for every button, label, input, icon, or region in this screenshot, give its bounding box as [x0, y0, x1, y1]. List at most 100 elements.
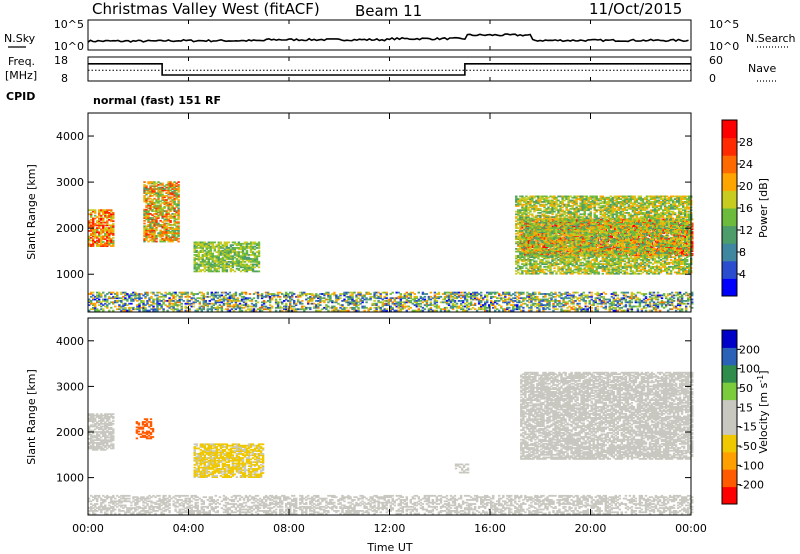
power-cell-4 [527, 231, 530, 234]
power-cell-4 [519, 254, 522, 257]
power-cell-4 [567, 218, 570, 221]
power-cell-4 [579, 195, 582, 198]
power-cell-4 [545, 254, 548, 257]
power-cell-4 [529, 253, 532, 256]
power-cell-1 [147, 196, 150, 199]
power-cell-4 [585, 241, 588, 243]
power-cell-4 [601, 235, 604, 238]
power-cell-0 [110, 228, 113, 231]
power-cell-4 [589, 195, 592, 198]
power-cell-1 [149, 197, 152, 200]
power-cell-3 [691, 228, 694, 230]
power-cell-1 [151, 188, 154, 190]
power-cell-4 [579, 230, 582, 232]
power-cell-4 [595, 228, 598, 231]
power-cell-4 [599, 209, 602, 212]
power-cell-4 [515, 199, 518, 202]
power-cell-4 [539, 241, 542, 243]
power-cell-4 [591, 267, 594, 270]
power-cell-2 [211, 254, 214, 256]
power-cell-1 [161, 214, 164, 217]
power-cell-4 [591, 228, 594, 231]
power-cell-1 [143, 208, 146, 211]
power-cell-4 [523, 257, 526, 260]
power-cell-4 [605, 196, 608, 199]
power-cell-4 [535, 242, 538, 245]
power-cell-2 [203, 254, 206, 256]
power-cell-0 [102, 213, 105, 216]
power-cell-1 [153, 237, 156, 240]
power-cell-4 [577, 216, 580, 218]
power-cell-4 [575, 225, 578, 228]
power-cell-1 [165, 204, 168, 207]
power-cell-4 [581, 207, 584, 210]
power-cell-4 [523, 227, 526, 229]
power-cell-4 [551, 199, 554, 202]
power-cell-4 [605, 225, 608, 228]
power-cell-0 [96, 235, 99, 238]
power-cell-2 [245, 254, 249, 256]
power-cell-1 [171, 239, 174, 241]
power-cell-4 [571, 235, 574, 238]
power-cell-4 [585, 261, 588, 264]
power-cell-2 [221, 267, 225, 270]
power-cell-4 [589, 271, 592, 274]
power-cell-4 [557, 214, 560, 217]
power-cell-1 [147, 219, 150, 222]
power-cell-4 [581, 261, 584, 264]
power-cell-4 [529, 217, 532, 220]
power-cell-4 [557, 212, 560, 214]
power-cell-4 [599, 213, 602, 216]
power-cell-4 [519, 230, 522, 232]
power-cell-1 [157, 192, 160, 194]
power-cell-4 [599, 254, 602, 257]
power-cell-4 [571, 270, 574, 272]
power-cell-2 [223, 265, 227, 267]
power-cell-4 [517, 264, 520, 267]
power-cell-0 [106, 228, 109, 231]
power-cell-1 [161, 240, 164, 243]
power-cell-4 [549, 209, 552, 212]
power-cell-4 [533, 250, 536, 253]
power-cell-4 [517, 235, 520, 238]
power-cell-2 [247, 267, 251, 270]
power-cell-0 [94, 230, 97, 232]
power-cell-2 [237, 259, 241, 262]
power-cell-4 [593, 232, 596, 235]
power-cell-4 [583, 195, 586, 198]
power-cell-1 [159, 219, 162, 222]
power-cell-4 [525, 218, 528, 221]
power-cell-4 [545, 221, 548, 224]
power-cell-4 [573, 202, 576, 205]
power-cell-0 [106, 239, 109, 242]
power-cell-4 [589, 249, 592, 252]
power-cell-4 [533, 260, 536, 263]
power-cell-1 [153, 183, 156, 186]
power-cell-0 [88, 213, 91, 216]
power-cell-4 [561, 220, 564, 223]
power-cell-2 [227, 258, 231, 260]
power-cell-2 [221, 266, 225, 269]
power-cell-1 [143, 211, 146, 214]
power-cell-0 [106, 221, 109, 224]
power-cell-4 [517, 260, 520, 263]
power-cell-4 [519, 220, 522, 223]
power-cell-4 [605, 239, 608, 242]
power-cell-1 [167, 224, 170, 226]
power-cell-4 [541, 241, 544, 243]
power-cell-4 [557, 248, 560, 250]
power-cell-4 [595, 270, 598, 272]
power-cell-4 [569, 236, 572, 239]
power-cell-0 [88, 245, 91, 247]
power-cell-2 [211, 247, 214, 249]
power-cell-4 [579, 272, 582, 275]
power-cell-4 [531, 249, 534, 252]
power-cell-2 [195, 270, 198, 273]
power-cell-4 [555, 214, 558, 217]
power-cell-0 [102, 217, 105, 220]
power-cell-2 [227, 247, 231, 249]
power-cell-1 [147, 225, 150, 228]
power-cell-4 [587, 213, 590, 216]
power-cell-2 [241, 260, 245, 263]
power-cell-4 [605, 236, 608, 239]
